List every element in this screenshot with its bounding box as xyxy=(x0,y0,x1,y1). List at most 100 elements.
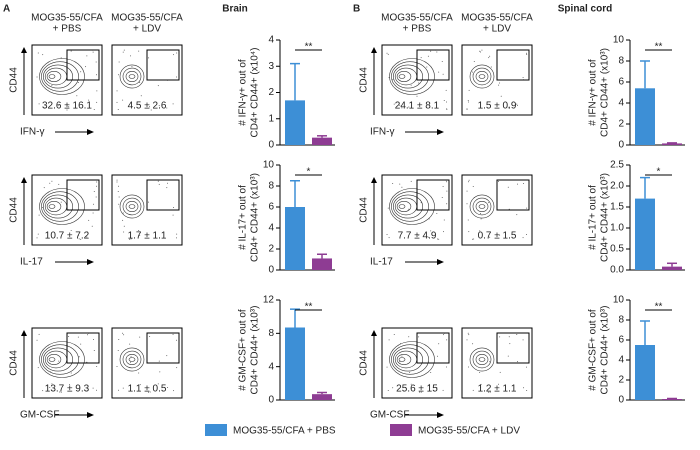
event-dot xyxy=(438,71,440,73)
contour xyxy=(46,71,62,83)
event-dot xyxy=(420,202,422,204)
event-dot xyxy=(472,73,474,75)
y-axis-marker: CD44 xyxy=(9,350,20,376)
legend-swatch xyxy=(390,424,412,436)
y-tick-label: 8 xyxy=(268,328,274,339)
contour xyxy=(398,74,406,79)
event-dot xyxy=(58,360,60,362)
event-dot xyxy=(50,371,52,373)
event-dot xyxy=(148,57,150,59)
event-dot xyxy=(116,90,118,92)
event-dot xyxy=(498,383,500,385)
contour xyxy=(469,194,495,219)
contour xyxy=(475,201,489,213)
event-dot xyxy=(466,203,468,205)
contour xyxy=(391,191,429,222)
event-dot xyxy=(420,391,422,393)
event-dot xyxy=(123,334,125,336)
gate-stat: 1.7 ± 1.1 xyxy=(128,231,167,242)
event-dot xyxy=(388,237,390,239)
y-axis-label: # IFN-γ+ out of xyxy=(238,59,249,126)
event-dot xyxy=(401,355,403,357)
significance-label: ** xyxy=(305,302,313,313)
event-dot xyxy=(401,107,403,109)
y-tick-label: 10 xyxy=(613,295,625,306)
contour xyxy=(44,197,68,216)
event-dot xyxy=(118,74,120,76)
contour xyxy=(42,194,73,219)
event-dot xyxy=(467,219,469,221)
event-dot xyxy=(392,79,394,81)
event-dot xyxy=(60,391,62,393)
y-axis-label: # IFN-γ+ out of xyxy=(588,59,599,126)
event-dot xyxy=(43,187,45,189)
bar xyxy=(285,327,305,400)
event-dot xyxy=(37,367,39,369)
event-dot xyxy=(176,367,178,369)
event-dot xyxy=(489,361,491,363)
event-dot xyxy=(498,180,500,182)
event-dot xyxy=(78,238,80,240)
legend-label: MOG35-55/CFA + LDV xyxy=(418,426,520,437)
y-axis-label: CD4+ CD44+ (x10³) xyxy=(600,173,611,262)
event-dot xyxy=(122,332,124,334)
event-dot xyxy=(123,231,125,233)
event-dot xyxy=(443,219,445,221)
arrow-head xyxy=(87,412,94,418)
event-dot xyxy=(399,104,401,106)
event-dot xyxy=(118,196,120,198)
event-dot xyxy=(122,99,124,101)
event-dot xyxy=(172,333,174,335)
event-dot xyxy=(117,109,119,111)
event-dot xyxy=(96,185,98,187)
event-dot xyxy=(122,51,124,53)
event-dot xyxy=(77,82,79,84)
event-dot xyxy=(472,389,474,391)
event-dot xyxy=(58,183,60,185)
event-dot xyxy=(95,61,97,63)
event-dot xyxy=(507,186,509,188)
contour xyxy=(392,194,423,219)
event-dot xyxy=(129,71,131,73)
event-dot xyxy=(70,372,72,374)
y-tick-label: 0 xyxy=(268,140,274,151)
event-dot xyxy=(479,50,481,52)
y-tick-label: 6 xyxy=(618,335,624,346)
contour xyxy=(391,344,429,375)
event-dot xyxy=(426,66,428,68)
y-tick-label: 4 xyxy=(268,223,274,234)
event-dot xyxy=(116,366,118,368)
event-dot xyxy=(446,339,448,341)
gate-stat: 24.1 ± 8.1 xyxy=(395,101,440,112)
event-dot xyxy=(96,74,98,76)
column-header: + PBS xyxy=(53,24,82,35)
gate xyxy=(416,332,450,364)
event-dot xyxy=(157,85,159,87)
contour xyxy=(392,347,423,372)
event-dot xyxy=(157,383,159,385)
event-dot xyxy=(37,233,39,235)
gate-stat: 25.6 ± 15 xyxy=(396,384,438,395)
contour xyxy=(39,341,85,378)
event-dot xyxy=(158,105,160,107)
event-dot xyxy=(117,191,119,193)
event-dot xyxy=(441,61,443,63)
event-dot xyxy=(436,213,438,215)
y-axis-label: CD4+ CD44+ (x10⁴) xyxy=(250,48,261,138)
column-header: + LDV xyxy=(483,24,511,35)
event-dot xyxy=(468,181,470,183)
y-axis-marker: CD44 xyxy=(359,197,370,223)
event-dot xyxy=(130,361,132,363)
arrow-head xyxy=(21,47,27,53)
event-dot xyxy=(410,84,412,86)
event-dot xyxy=(481,49,483,51)
event-dot xyxy=(167,182,169,184)
event-dot xyxy=(149,336,151,338)
event-dot xyxy=(96,181,98,183)
event-dot xyxy=(400,343,402,345)
event-dot xyxy=(436,51,438,53)
event-dot xyxy=(175,339,177,341)
event-dot xyxy=(467,100,469,102)
significance-label: ** xyxy=(655,42,663,53)
event-dot xyxy=(93,350,95,352)
